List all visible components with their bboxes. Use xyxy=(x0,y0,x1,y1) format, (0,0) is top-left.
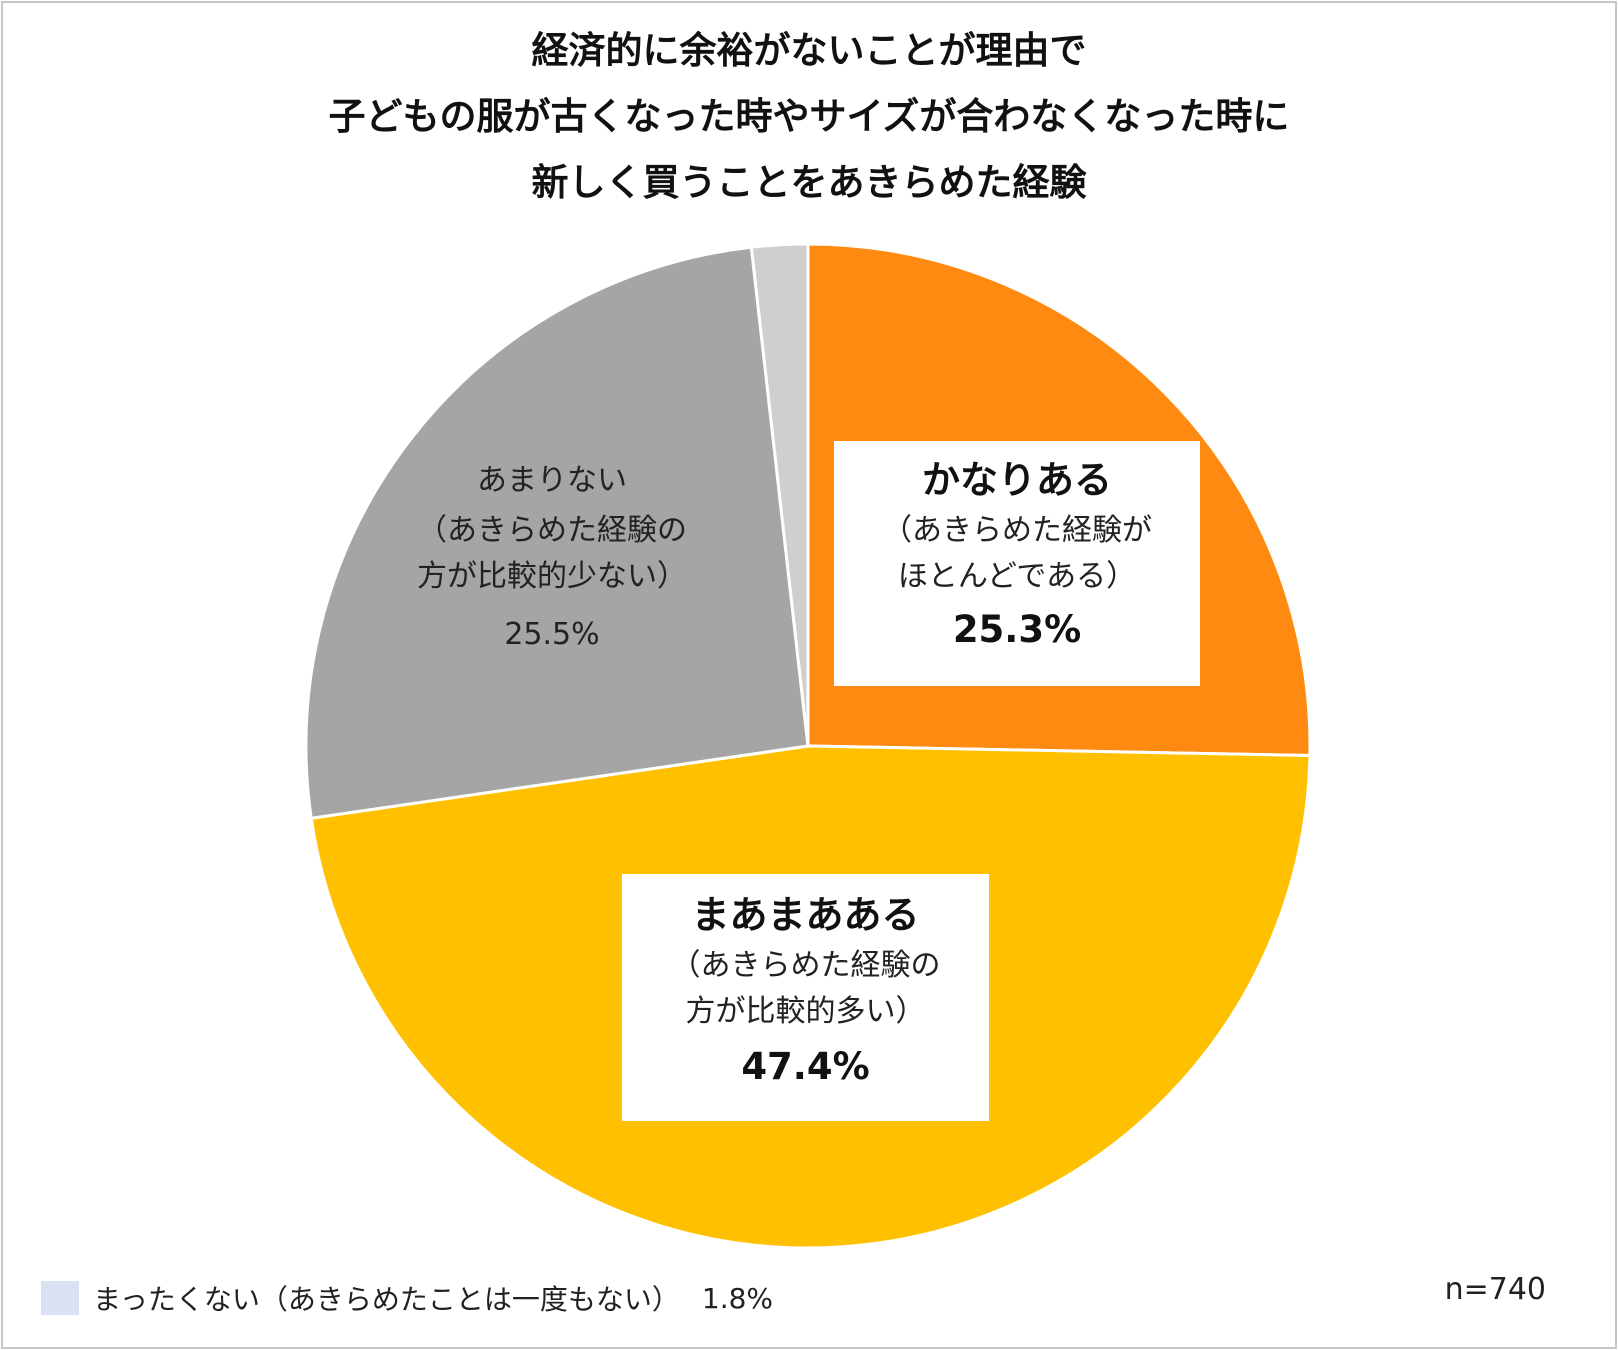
pie-slice-3 xyxy=(749,242,810,747)
chart-title: 経済的に余裕がないことが理由で 子どもの服が古くなった時やサイズが合わなくなった… xyxy=(0,18,1618,216)
sample-size: n=740 xyxy=(1444,1272,1546,1307)
legend-label: まったくない（あきらめたことは一度もない） xyxy=(93,1283,680,1316)
slice-note-amari-2: 方が比較的少ない） xyxy=(417,559,687,594)
legend-value: 1.8% xyxy=(701,1281,774,1315)
slice-name-maamaa: まあまあある xyxy=(691,893,920,937)
data-label-maamaa: 47.4% xyxy=(741,1045,870,1088)
slice-name-amari: あまりない xyxy=(477,463,627,498)
title-line-1: 経済的に余裕がないことが理由で xyxy=(531,29,1087,72)
slice-note-kanari-2: ほとんどである） xyxy=(897,559,1137,594)
legend-swatch xyxy=(41,1281,79,1315)
pie-slice-2 xyxy=(304,245,810,820)
title-line-2: 子どもの服が古くなった時やサイズが合わなくなった時に xyxy=(328,95,1290,138)
slice-note-maamaa-2: 方が比較的多い） xyxy=(685,994,926,1029)
slice-note-amari-1: （あきらめた経験の xyxy=(417,513,687,548)
data-label-kanari: 25.3% xyxy=(952,608,1082,651)
slice-note-maamaa-1: （あきらめた経験の xyxy=(670,948,941,983)
label-box-kanari: かなりある （あきらめた経験が ほとんどである） 25.3% xyxy=(834,441,1200,686)
slice-note-kanari-1: （あきらめた経験が xyxy=(882,513,1152,548)
legend: まったくない（あきらめたことは一度もない） 1.8% xyxy=(41,1278,773,1318)
slice-name-kanari: かなりある xyxy=(921,458,1112,502)
label-amari: あまりない （あきらめた経験の 方が比較的少ない） 25.5% xyxy=(392,458,712,658)
label-box-maamaa: まあまあある （あきらめた経験の 方が比較的多い） 47.4% xyxy=(622,874,989,1121)
title-line-3: 新しく買うことをあきらめた経験 xyxy=(531,161,1087,204)
data-label-amari: 25.5% xyxy=(504,617,600,652)
